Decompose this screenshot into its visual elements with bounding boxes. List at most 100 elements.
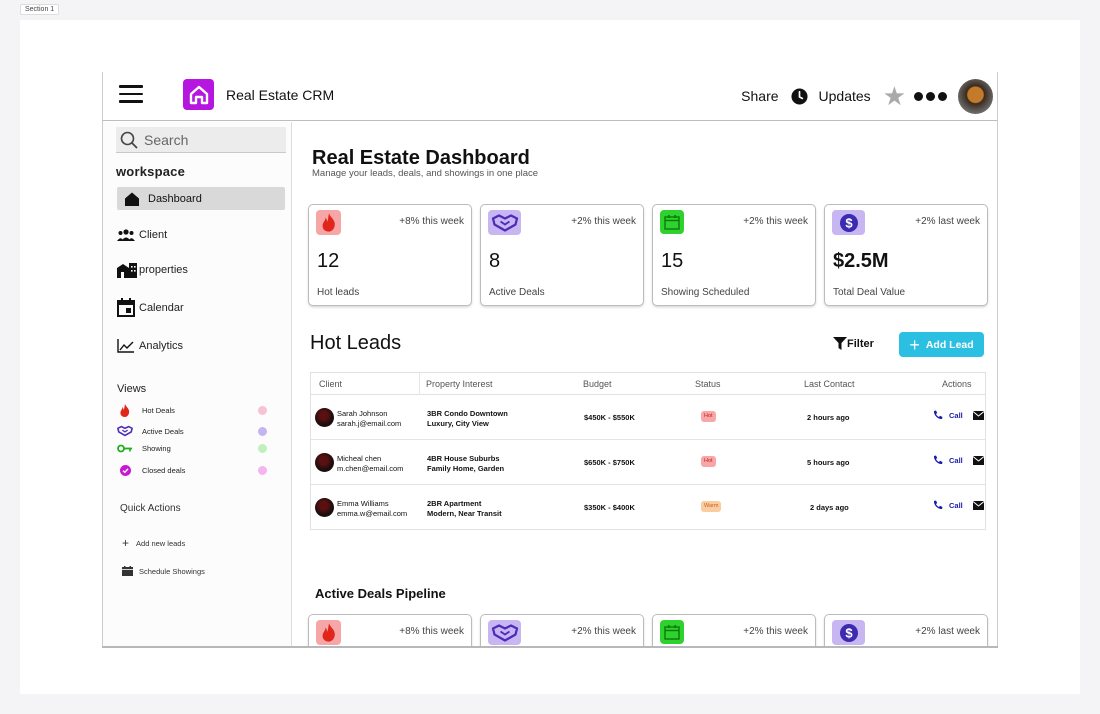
hot-leads-table: Client Property Interest Budget Status L… [310,372,986,530]
views-heading: Views [117,383,147,395]
clock-icon[interactable] [791,87,808,105]
view-color-dot [258,444,267,453]
sidebar-item-dashboard[interactable]: Dashboard [117,187,285,210]
app-bottom-edge [102,646,998,648]
search-placeholder: Search [144,131,189,148]
mail-icon[interactable] [972,500,984,510]
stat-delta: +2% last week [915,216,980,227]
pipeline-card-value[interactable]: $ +2% last week [824,614,988,648]
client-avatar [315,408,334,427]
star-icon[interactable]: ★ [882,81,906,111]
client-cell: Micheal chen m.chen@email.com [337,454,404,473]
stat-card-showing-scheduled[interactable]: +2% this week 15 Showing Scheduled [652,204,816,306]
sidebar-item-label: Analytics [139,340,184,352]
key-icon [117,444,132,453]
call-button[interactable]: Call [949,410,963,420]
client-cell: Sarah Johnson sarah.j@email.com [337,409,402,428]
stat-label: Hot leads [317,287,360,298]
add-lead-button[interactable]: + Add Lead [899,332,984,357]
call-button[interactable]: Call [949,455,963,465]
home-icon [125,192,139,206]
sidebar-item-label: Client [139,229,168,241]
view-color-dot [258,426,267,436]
row-actions: Call [933,500,984,510]
search-input[interactable]: Search [116,127,286,153]
stat-value: 15 [661,250,684,272]
view-showing[interactable]: Showing [117,444,267,453]
table-row[interactable]: Emma Williams emma.w@email.com 2BR Apartm… [311,485,985,530]
house-logo-icon [183,79,214,110]
table-row[interactable]: Sarah Johnson sarah.j@email.com 3BR Condo… [311,395,985,440]
handshake-icon [117,425,133,437]
plus-icon: + [909,334,920,355]
stat-delta: +2% this week [571,626,636,637]
mail-icon[interactable] [972,410,984,420]
view-label: Hot Deals [142,406,175,415]
stat-label: Total Deal Value [833,287,906,298]
quick-actions-heading: Quick Actions [120,503,181,514]
phone-icon[interactable] [933,455,943,465]
menu-icon[interactable] [119,85,143,103]
sidebar-item-analytics[interactable]: Analytics [117,339,183,353]
stat-card-hot-leads[interactable]: +8% this week 12 Hot leads [308,204,472,306]
sidebar-item-properties[interactable]: properties [117,262,188,278]
last-contact-cell: 5 hours ago [807,458,850,467]
filter-button[interactable]: Filter [833,337,874,350]
sidebar-item-calendar[interactable]: Calendar [117,298,184,317]
table-header: Client Property Interest Budget Status L… [311,373,985,395]
more-icon[interactable] [914,91,950,101]
column-header: Last Contact [804,379,855,389]
stat-delta: +8% this week [399,216,464,227]
filter-icon [833,337,847,350]
calendar-icon [122,566,133,576]
last-contact-cell: 2 days ago [810,503,849,512]
sidebar-item-client[interactable]: Client [117,229,167,241]
sidebar-item-label: properties [139,264,188,276]
stat-card-active-deals[interactable]: +2% this week 8 Active Deals [480,204,644,306]
avatar[interactable] [958,78,993,114]
stat-delta: +8% this week [399,626,464,637]
budget-cell: $650K - $750K [584,458,635,467]
fire-icon [316,620,341,645]
svg-text:$: $ [845,625,853,640]
stat-delta: +2% this week [743,626,808,637]
pipeline-card-showing[interactable]: +2% this week [652,614,816,648]
column-header: Status [695,379,721,389]
table-row[interactable]: Micheal chen m.chen@email.com 4BR House S… [311,440,985,485]
add-new-leads-button[interactable]: + Add new leads [122,537,185,549]
check-circle-icon [119,465,131,476]
column-header: Actions [942,379,972,389]
call-button[interactable]: Call [949,500,963,510]
top-bar: Real Estate CRM Share Updates ★ [103,72,997,121]
schedule-showings-button[interactable]: Schedule Showings [122,566,205,576]
section-label: Section 1 [20,4,60,15]
sidebar-item-label: Dashboard [148,192,202,205]
view-hot-deals[interactable]: Hot Deals [117,404,267,417]
pipeline-card-active[interactable]: +2% this week [480,614,644,648]
main-content: Real Estate Dashboard Manage your leads,… [293,122,997,648]
people-icon [117,229,135,241]
stat-card-total-deal-value[interactable]: $ +2% last week $2.5M Total Deal Value [824,204,988,306]
handshake-icon [488,210,521,235]
updates-button[interactable]: Updates [818,88,871,104]
status-badge: Hot [701,411,716,422]
search-icon [120,131,138,149]
page-subtitle: Manage your leads, deals, and showings i… [312,168,539,179]
calendar-icon [117,298,135,317]
page-title: Real Estate Dashboard [312,147,530,169]
phone-icon[interactable] [933,410,943,420]
view-label: Closed deals [142,466,186,475]
calendar-icon [660,210,684,234]
pipeline-card-hot[interactable]: +8% this week [308,614,472,648]
row-actions: Call [933,455,984,465]
view-closed-deals[interactable]: Closed deals [117,465,267,476]
stat-value: $2.5M [833,250,889,272]
stat-delta: +2% last week [915,626,980,637]
view-active-deals[interactable]: Active Deals [117,425,267,437]
share-button[interactable]: Share [741,88,779,104]
app-title: Real Estate CRM [226,87,335,103]
mail-icon[interactable] [972,455,984,465]
column-header: Budget [583,379,612,389]
phone-icon[interactable] [933,500,943,510]
trend-chart-icon [117,339,134,353]
